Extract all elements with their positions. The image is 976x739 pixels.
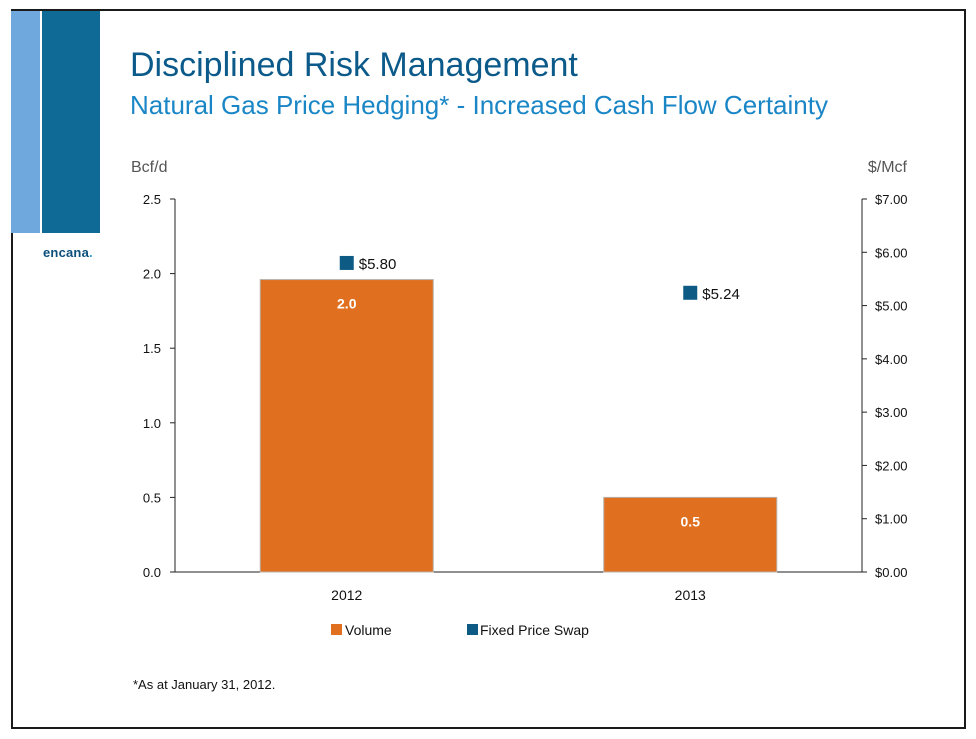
swap-marker-label: $5.24 xyxy=(702,286,740,303)
logo-text: encana xyxy=(43,245,90,260)
left-tick-label: 1.0 xyxy=(143,416,161,431)
right-tick-label: $1.00 xyxy=(875,512,908,527)
right-tick-label: $5.00 xyxy=(875,299,908,314)
slide-title: Disciplined Risk Management xyxy=(130,46,578,84)
legend-swatch-volume xyxy=(331,624,342,635)
slide-subtitle: Natural Gas Price Hedging* - Increased C… xyxy=(130,90,828,120)
left-tick-label: 0.0 xyxy=(143,565,161,580)
accent-bar-dark xyxy=(42,11,100,233)
left-tick-label: 0.5 xyxy=(143,490,161,505)
right-tick-label: $7.00 xyxy=(875,192,908,207)
footnote: *As at January 31, 2012. xyxy=(133,677,276,692)
legend-swatch-swap xyxy=(467,624,478,635)
left-tick-label: 1.5 xyxy=(143,341,161,356)
x-category-label: 2013 xyxy=(675,587,706,603)
right-tick-label: $6.00 xyxy=(875,245,908,260)
volume-bar xyxy=(259,279,434,573)
right-tick-label: $0.00 xyxy=(875,565,908,580)
logo-dot: . xyxy=(89,245,93,260)
legend-label-swap: Fixed Price Swap xyxy=(480,622,589,638)
volume-bar xyxy=(603,496,778,573)
x-category-label: 2012 xyxy=(331,587,362,603)
right-tick-label: $3.00 xyxy=(875,405,908,420)
left-axis-label: Bcf/d xyxy=(131,159,167,176)
accent-bar-light xyxy=(11,11,40,233)
slide-frame xyxy=(11,9,966,729)
legend-label-volume: Volume xyxy=(345,622,392,638)
right-tick-label: $4.00 xyxy=(875,352,908,367)
volume-bar-label: 2.0 xyxy=(337,296,357,312)
swap-marker xyxy=(683,285,698,300)
volume-bar-label: 0.5 xyxy=(681,513,701,529)
encana-logo: encana. xyxy=(43,245,93,260)
left-tick-label: 2.5 xyxy=(143,192,161,207)
right-axis-label: $/Mcf xyxy=(868,159,908,176)
swap-marker-label: $5.80 xyxy=(359,256,397,273)
swap-marker xyxy=(339,255,354,270)
left-tick-label: 2.0 xyxy=(143,267,161,282)
right-tick-label: $2.00 xyxy=(875,458,908,473)
